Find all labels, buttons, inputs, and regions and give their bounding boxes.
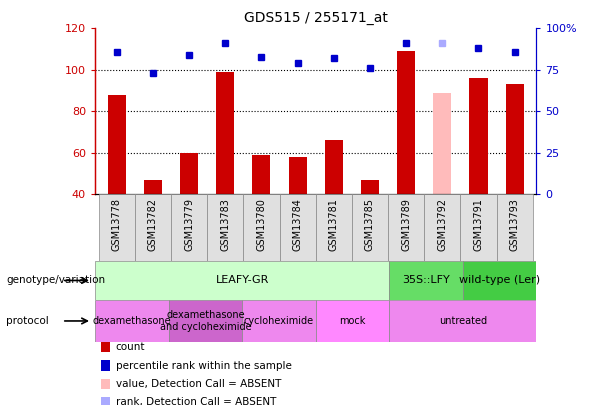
Bar <box>95 261 389 300</box>
Bar <box>433 93 451 194</box>
Bar <box>316 300 389 342</box>
Text: untreated: untreated <box>439 316 487 326</box>
Bar <box>497 194 533 261</box>
Text: GSM13789: GSM13789 <box>401 198 411 251</box>
Text: GSM13781: GSM13781 <box>329 198 339 251</box>
Bar <box>389 300 536 342</box>
Bar <box>506 84 524 194</box>
Bar <box>352 194 388 261</box>
Bar <box>325 141 343 194</box>
Title: GDS515 / 255171_at: GDS515 / 255171_at <box>244 11 387 25</box>
Bar <box>207 194 243 261</box>
Bar <box>289 157 306 194</box>
Bar <box>253 155 270 194</box>
Bar <box>180 153 198 194</box>
Text: GSM13783: GSM13783 <box>220 198 230 251</box>
Bar <box>169 300 242 342</box>
Bar <box>424 194 460 261</box>
Bar <box>316 194 352 261</box>
Bar <box>243 194 280 261</box>
Bar <box>389 261 463 300</box>
Bar <box>144 180 162 194</box>
Text: GSM13779: GSM13779 <box>184 198 194 251</box>
Bar <box>361 180 379 194</box>
Bar <box>470 78 487 194</box>
Text: rank, Detection Call = ABSENT: rank, Detection Call = ABSENT <box>116 397 276 405</box>
Bar <box>460 194 497 261</box>
Text: value, Detection Call = ABSENT: value, Detection Call = ABSENT <box>116 379 281 389</box>
Bar <box>463 261 536 300</box>
Text: GSM13780: GSM13780 <box>256 198 267 251</box>
Bar <box>95 300 169 342</box>
Bar <box>397 51 415 194</box>
Text: mock: mock <box>339 316 366 326</box>
Bar <box>135 194 171 261</box>
Bar <box>108 95 126 194</box>
Text: GSM13782: GSM13782 <box>148 198 158 251</box>
Bar <box>280 194 316 261</box>
Bar <box>216 72 234 194</box>
Bar <box>99 194 135 261</box>
Text: GSM13778: GSM13778 <box>112 198 122 251</box>
Text: dexamethasone
and cycloheximide: dexamethasone and cycloheximide <box>159 310 251 332</box>
Bar <box>242 300 316 342</box>
Text: GSM13792: GSM13792 <box>437 198 447 251</box>
Text: cycloheximide: cycloheximide <box>244 316 314 326</box>
Bar <box>388 194 424 261</box>
Text: 35S::LFY: 35S::LFY <box>402 275 450 286</box>
Bar <box>171 194 207 261</box>
Text: genotype/variation: genotype/variation <box>6 275 105 286</box>
Text: protocol: protocol <box>6 316 49 326</box>
Text: wild-type (Ler): wild-type (Ler) <box>459 275 540 286</box>
Text: GSM13785: GSM13785 <box>365 198 375 251</box>
Text: dexamethasone: dexamethasone <box>93 316 171 326</box>
Text: count: count <box>116 342 145 352</box>
Text: GSM13791: GSM13791 <box>473 198 484 251</box>
Text: GSM13793: GSM13793 <box>509 198 520 251</box>
Text: GSM13784: GSM13784 <box>292 198 303 251</box>
Text: percentile rank within the sample: percentile rank within the sample <box>116 360 292 371</box>
Text: LEAFY-GR: LEAFY-GR <box>215 275 269 286</box>
